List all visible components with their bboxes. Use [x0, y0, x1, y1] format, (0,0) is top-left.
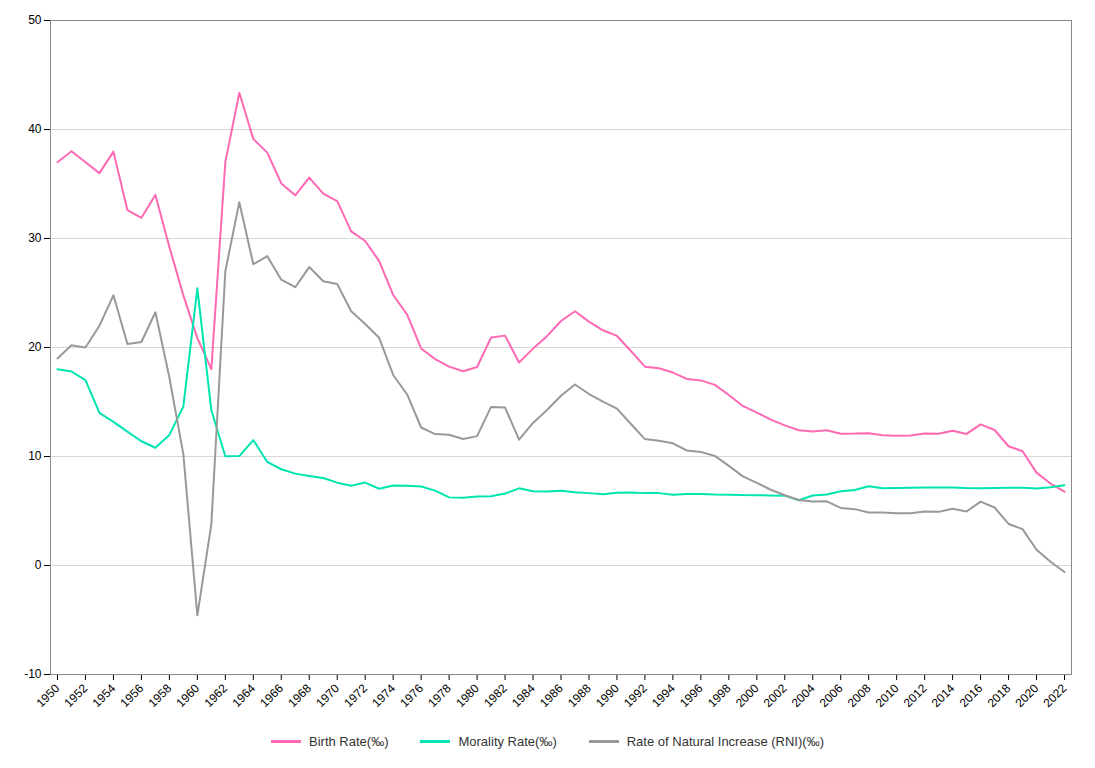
svg-text:1974: 1974	[369, 681, 398, 710]
svg-text:1992: 1992	[621, 681, 650, 710]
svg-text:2006: 2006	[817, 681, 846, 710]
svg-text:2010: 2010	[873, 681, 902, 710]
svg-text:1984: 1984	[509, 681, 538, 710]
html-text:Morality Rate(‰): Morality Rate(‰)	[458, 734, 557, 749]
svg-text:50: 50	[28, 13, 42, 27]
svg-text:2022: 2022	[1041, 681, 1070, 710]
svg-text:1994: 1994	[649, 681, 678, 710]
svg-text:1998: 1998	[705, 681, 734, 710]
svg-text:2018: 2018	[985, 681, 1014, 710]
svg-text:1966: 1966	[257, 681, 286, 710]
svg-text:1986: 1986	[537, 681, 566, 710]
svg-text:30: 30	[28, 231, 42, 245]
html-text:Rate of Natural Increase (RNI): Rate of Natural Increase (RNI)(‰)	[626, 734, 824, 749]
svg-text:1956: 1956	[117, 681, 146, 710]
svg-text:1960: 1960	[173, 681, 202, 710]
svg-text:1990: 1990	[593, 681, 622, 710]
svg-text:-10: -10	[24, 667, 42, 681]
svg-text:1964: 1964	[229, 681, 258, 710]
svg-text:1976: 1976	[397, 681, 426, 710]
svg-text:10: 10	[28, 449, 42, 463]
svg-text:1970: 1970	[313, 681, 342, 710]
svg-text:1978: 1978	[425, 681, 454, 710]
svg-text:40: 40	[28, 122, 42, 136]
svg-text:1968: 1968	[285, 681, 314, 710]
svg-text:1952: 1952	[62, 681, 91, 710]
svg-text:1980: 1980	[453, 681, 482, 710]
svg-text:1996: 1996	[677, 681, 706, 710]
svg-text:2008: 2008	[845, 681, 874, 710]
svg-text:2016: 2016	[957, 681, 986, 710]
svg-text:2020: 2020	[1013, 681, 1042, 710]
svg-text:20: 20	[28, 340, 42, 354]
svg-text:2012: 2012	[901, 681, 930, 710]
svg-text:1954: 1954	[89, 681, 118, 710]
svg-text:2002: 2002	[761, 681, 790, 710]
svg-text:1988: 1988	[565, 681, 594, 710]
svg-text:0: 0	[35, 558, 42, 572]
svg-text:1958: 1958	[145, 681, 174, 710]
svg-text:1982: 1982	[481, 681, 510, 710]
svg-text:2014: 2014	[929, 681, 958, 710]
svg-text:2004: 2004	[789, 681, 818, 710]
svg-text:1950: 1950	[34, 681, 63, 710]
html-text:Birth Rate(‰): Birth Rate(‰)	[309, 734, 389, 749]
svg-text:1962: 1962	[201, 681, 230, 710]
svg-text:1972: 1972	[341, 681, 370, 710]
svg-text:2000: 2000	[733, 681, 762, 710]
